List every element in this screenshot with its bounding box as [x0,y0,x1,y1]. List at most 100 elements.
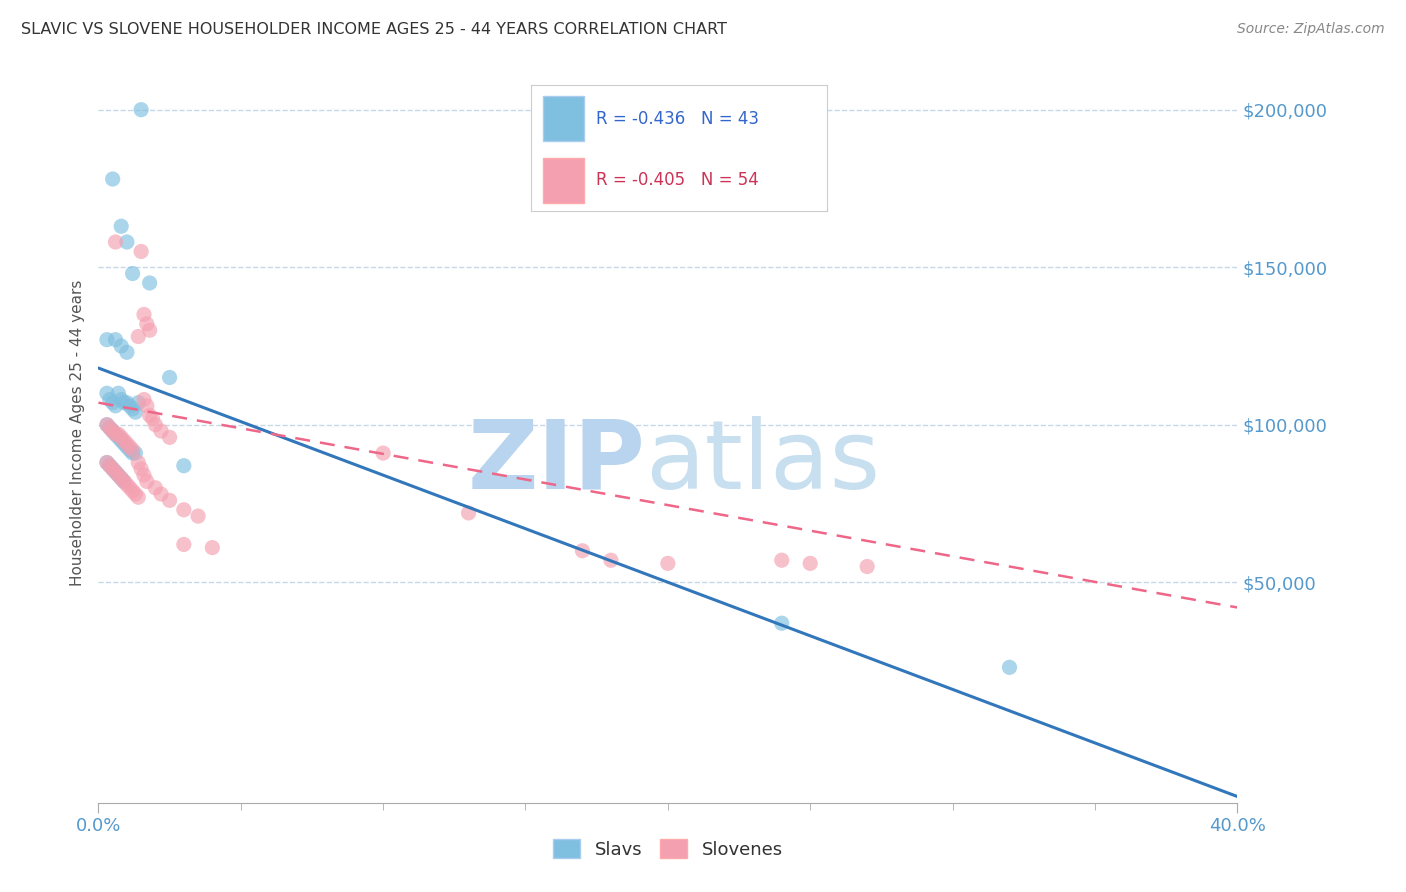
Point [107,468,129,483]
Point [110,339,132,353]
Point [571,543,593,558]
Point [118,442,141,457]
Point [127,395,149,409]
Point [799,557,821,571]
Point [121,483,143,498]
Point [101,424,124,438]
Point [101,172,124,186]
Point [600,553,623,567]
Point [124,446,146,460]
Point [110,471,132,485]
Point [104,427,127,442]
Point [110,434,132,448]
Point [159,430,181,444]
Point [201,541,224,555]
Point [173,458,195,473]
Point [96,386,118,401]
Point [112,395,135,409]
Point [96,417,118,432]
Point [135,399,157,413]
Point [107,468,129,483]
Point [118,481,141,495]
Legend: Slavs, Slovenes: Slavs, Slovenes [544,830,792,868]
Point [138,276,160,290]
Point [104,333,127,347]
Point [121,402,143,417]
Point [112,434,135,448]
Point [98,421,121,435]
Point [96,456,118,470]
Point [104,235,127,249]
Point [115,395,138,409]
Point [96,417,118,432]
Point [110,430,132,444]
Point [132,468,155,483]
Point [132,392,155,407]
Point [138,409,160,423]
Point [101,395,124,409]
Point [118,440,141,454]
Point [107,430,129,444]
Text: Source: ZipAtlas.com: Source: ZipAtlas.com [1237,22,1385,37]
Point [138,323,160,337]
Point [112,475,135,489]
Point [104,465,127,479]
Point [150,424,173,438]
Point [115,436,138,450]
Point [159,370,181,384]
Point [135,317,157,331]
Point [145,417,167,432]
Point [127,329,149,343]
Y-axis label: Householder Income Ages 25 - 44 years: Householder Income Ages 25 - 44 years [69,279,84,586]
Point [110,471,132,485]
Point [998,660,1021,674]
Point [98,458,121,473]
Point [124,487,146,501]
Point [173,503,195,517]
Point [118,399,141,413]
Point [132,308,155,322]
Point [121,446,143,460]
Point [770,553,793,567]
Point [98,458,121,473]
Point [110,392,132,407]
Point [129,244,152,259]
Point [104,465,127,479]
Point [107,427,129,442]
Point [121,267,143,281]
Point [101,462,124,476]
Point [187,509,209,524]
Point [121,442,143,457]
Point [112,436,135,450]
Point [107,386,129,401]
Point [856,559,879,574]
Point [101,424,124,438]
Point [159,493,181,508]
Point [135,475,157,489]
Text: atlas: atlas [645,416,880,508]
Point [145,481,167,495]
Point [657,557,679,571]
Point [127,456,149,470]
Point [150,487,173,501]
Point [373,446,395,460]
Point [129,462,152,476]
Point [98,392,121,407]
Point [115,440,138,454]
Point [96,456,118,470]
Point [98,421,121,435]
Point [141,411,163,425]
Point [124,405,146,419]
Point [173,537,195,551]
Point [101,462,124,476]
Point [770,616,793,631]
Point [457,506,479,520]
Point [110,219,132,234]
Point [112,475,135,489]
Point [127,490,149,504]
Point [115,345,138,359]
Text: ZIP: ZIP [467,416,645,508]
Text: SLAVIC VS SLOVENE HOUSEHOLDER INCOME AGES 25 - 44 YEARS CORRELATION CHART: SLAVIC VS SLOVENE HOUSEHOLDER INCOME AGE… [21,22,727,37]
Point [115,477,138,491]
Point [96,333,118,347]
